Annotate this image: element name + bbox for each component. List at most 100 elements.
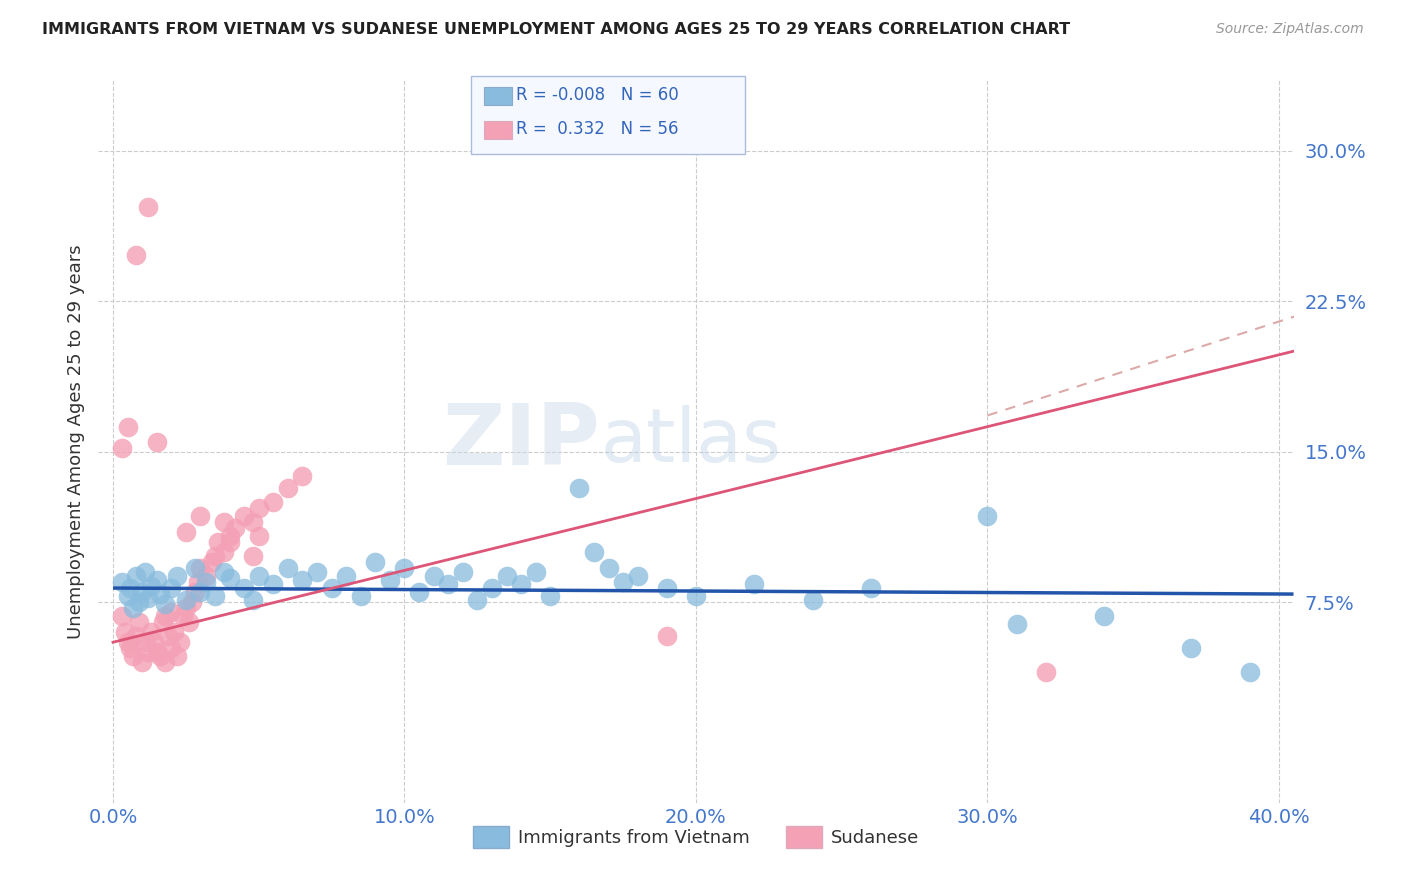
Point (859, 581, 882, 595)
Point (510, 577, 533, 591)
Point (305, 565, 328, 579)
Point (117, 589, 139, 603)
Point (291, 573, 314, 587)
Point (183, 585, 205, 599)
Point (422, 569, 444, 583)
Point (218, 529, 240, 543)
Point (1092, 609, 1115, 624)
Point (218, 535, 240, 549)
Point (174, 524, 197, 539)
Point (157, 629, 180, 643)
Point (321, 581, 343, 595)
Text: atlas: atlas (600, 405, 782, 478)
Point (136, 591, 159, 606)
Point (177, 615, 200, 630)
Point (145, 645, 167, 659)
Point (481, 581, 503, 595)
Point (201, 555, 224, 569)
Point (174, 601, 197, 615)
Text: IMMIGRANTS FROM VIETNAM VS SUDANESE UNEMPLOYMENT AMONG AGES 25 TO 29 YEARS CORRE: IMMIGRANTS FROM VIETNAM VS SUDANESE UNEM… (42, 22, 1070, 37)
Point (204, 589, 226, 603)
Text: R =  0.332   N = 56: R = 0.332 N = 56 (516, 120, 679, 138)
Point (163, 625, 186, 640)
Point (160, 581, 183, 595)
Point (247, 500, 270, 515)
Point (122, 649, 145, 664)
Point (242, 549, 264, 563)
Point (582, 545, 605, 559)
Point (627, 569, 650, 583)
Point (122, 601, 145, 615)
Point (190, 508, 212, 523)
Point (408, 585, 430, 599)
Point (190, 585, 212, 599)
Point (160, 605, 183, 619)
Point (128, 615, 150, 630)
Point (139, 579, 162, 593)
Point (114, 625, 136, 640)
Point (685, 589, 707, 603)
Point (207, 535, 229, 549)
Point (204, 549, 226, 563)
Point (111, 575, 134, 590)
Point (117, 635, 139, 649)
Point (655, 629, 678, 643)
Point (145, 573, 167, 587)
Text: R = -0.008   N = 60: R = -0.008 N = 60 (516, 87, 679, 104)
Point (242, 515, 264, 529)
Point (742, 577, 765, 591)
Point (277, 561, 299, 575)
Point (142, 635, 165, 649)
Point (247, 569, 270, 583)
Point (174, 593, 197, 607)
Point (538, 589, 561, 603)
Point (655, 581, 678, 595)
Point (224, 521, 246, 535)
Point (1005, 617, 1028, 632)
Point (1239, 665, 1261, 680)
Point (149, 649, 172, 664)
Point (247, 529, 270, 543)
Point (149, 587, 172, 601)
Point (152, 615, 174, 630)
Point (134, 565, 156, 579)
Point (568, 481, 591, 495)
Point (139, 625, 162, 640)
Point (111, 441, 134, 455)
Point (180, 595, 202, 609)
Point (190, 561, 212, 575)
Point (612, 575, 634, 590)
Point (350, 589, 373, 603)
Point (134, 635, 156, 649)
Point (598, 561, 620, 575)
Point (155, 655, 177, 669)
Point (155, 597, 177, 611)
Point (160, 641, 183, 656)
Point (125, 248, 148, 262)
Point (120, 581, 142, 595)
Point (172, 609, 194, 624)
Point (125, 629, 148, 643)
Y-axis label: Unemployment Among Ages 25 to 29 years: Unemployment Among Ages 25 to 29 years (66, 244, 84, 639)
Point (378, 573, 401, 587)
Point (233, 581, 256, 595)
Point (364, 555, 387, 569)
Point (335, 569, 357, 583)
Point (437, 577, 460, 591)
Point (125, 569, 148, 583)
Point (195, 575, 218, 590)
Point (183, 561, 205, 575)
Point (1180, 641, 1202, 656)
Point (131, 585, 153, 599)
Point (262, 577, 284, 591)
Point (976, 508, 998, 523)
Point (451, 565, 474, 579)
Text: Source: ZipAtlas.com: Source: ZipAtlas.com (1216, 22, 1364, 37)
Point (1035, 665, 1057, 680)
Point (166, 649, 188, 664)
Point (136, 645, 159, 659)
Point (166, 569, 188, 583)
Point (155, 609, 177, 624)
Point (495, 569, 517, 583)
Point (195, 569, 218, 583)
